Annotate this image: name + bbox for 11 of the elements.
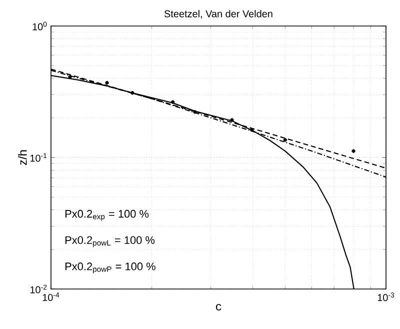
y-tick-label: 10$^{-1}$	[30, 153, 47, 162]
y-axis-title: z/h	[18, 150, 27, 165]
x-tick-label: 10$^{-4}$	[42, 292, 60, 302]
annotation: Px0.2$_{exp}$ = 100 %	[65, 210, 149, 221]
x-tick-label: 10$^{-3}$	[378, 292, 394, 302]
y-tick-label: 10$^{0}$	[32, 22, 47, 30]
annotation: Px0.2$_{powP}$ = 100 %	[65, 262, 156, 274]
y-tick-label: 10$^{-2}$	[30, 284, 47, 294]
x-axis-title: c	[216, 304, 222, 311]
chart-title: Steetzel, Van der Velden	[164, 10, 272, 18]
annotation: Px0.2$_{powL}$ = 100 %	[65, 236, 155, 248]
